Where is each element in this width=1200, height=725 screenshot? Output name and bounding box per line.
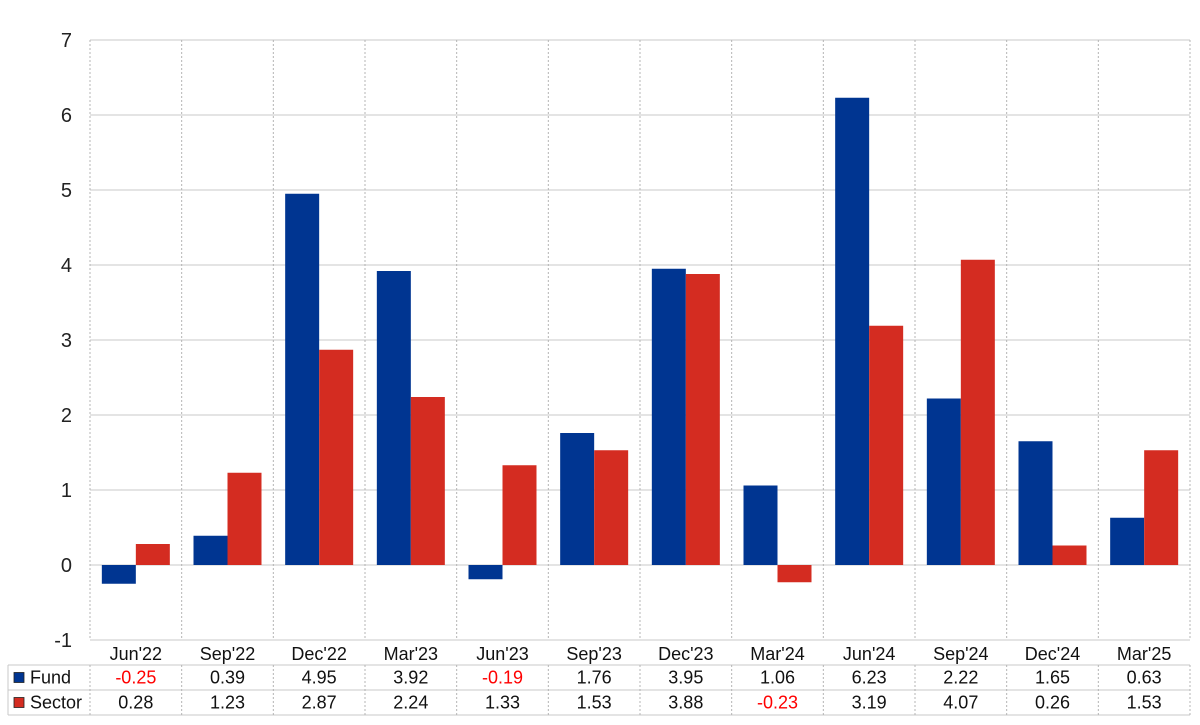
data-label-fund: 1.06 (760, 668, 795, 688)
x-tick-label: Mar'25 (1117, 644, 1171, 664)
y-tick-label: -1 (54, 630, 72, 652)
data-label-sector: 4.07 (943, 693, 978, 713)
x-tick-label: Mar'23 (384, 644, 438, 664)
bar-fund (926, 398, 961, 565)
data-label-fund: 1.76 (577, 668, 612, 688)
bar-fund (651, 268, 686, 565)
bar-fund (1018, 441, 1053, 565)
bar-sector (319, 349, 354, 565)
y-tick-label: 4 (61, 255, 72, 277)
bar-sector (685, 274, 720, 565)
data-label-sector: 1.53 (577, 693, 612, 713)
bar-sector (869, 325, 904, 565)
bar-fund (376, 271, 411, 565)
bar-fund (743, 485, 778, 565)
data-label-fund: -0.25 (115, 668, 156, 688)
bar-sector (135, 544, 170, 565)
data-label-fund: 6.23 (852, 668, 887, 688)
y-tick-label: 6 (61, 105, 72, 127)
data-label-fund: 3.95 (668, 668, 703, 688)
legend-label-sector: Sector (30, 693, 82, 713)
x-tick-label: Dec'22 (291, 644, 346, 664)
x-tick-label: Jun'22 (110, 644, 162, 664)
bar-fund (285, 193, 320, 565)
y-tick-label: 2 (61, 405, 72, 427)
x-tick-label: Sep'23 (566, 644, 622, 664)
bar-sector (410, 397, 445, 565)
bar-sector (502, 465, 537, 565)
data-label-fund: -0.19 (482, 668, 523, 688)
bar-sector (227, 472, 262, 565)
x-tick-label: Jun'23 (476, 644, 528, 664)
bar-fund (835, 97, 870, 565)
data-label-fund: 0.39 (210, 668, 245, 688)
x-tick-label: Jun'24 (843, 644, 895, 664)
legend-swatch-fund (13, 672, 25, 683)
bar-sector (1052, 545, 1087, 565)
bar-sector (960, 259, 995, 565)
data-label-sector: 3.88 (668, 693, 703, 713)
bar-fund (1110, 517, 1145, 565)
data-label-fund: 4.95 (302, 668, 337, 688)
data-label-sector: 2.24 (393, 693, 428, 713)
data-label-sector: 0.28 (118, 693, 153, 713)
x-tick-label: Sep'24 (933, 644, 989, 664)
data-label-fund: 1.65 (1035, 668, 1070, 688)
data-label-sector: 2.87 (302, 693, 337, 713)
bar-sector (777, 565, 812, 583)
data-label-sector: 1.53 (1127, 693, 1162, 713)
y-tick-label: 3 (61, 330, 72, 352)
bar-sector (1144, 450, 1179, 565)
x-tick-label: Dec'24 (1025, 644, 1080, 664)
legend-swatch-sector (13, 697, 25, 708)
y-tick-label: 0 (61, 555, 72, 577)
bar-fund (101, 565, 136, 584)
data-label-fund: 0.63 (1127, 668, 1162, 688)
y-tick-label: 1 (61, 480, 72, 502)
y-tick-label: 5 (61, 180, 72, 202)
data-label-sector: 3.19 (852, 693, 887, 713)
data-label-sector: -0.23 (757, 693, 798, 713)
data-label-fund: 3.92 (393, 668, 428, 688)
bar-sector (594, 450, 629, 565)
bar-fund (560, 433, 595, 565)
x-tick-label: Sep'22 (200, 644, 256, 664)
data-label-sector: 1.23 (210, 693, 245, 713)
bar-fund (193, 535, 228, 565)
data-label-fund: 2.22 (943, 668, 978, 688)
data-label-sector: 1.33 (485, 693, 520, 713)
x-tick-label: Mar'24 (750, 644, 804, 664)
bar-fund (468, 565, 503, 580)
legend-label-fund: Fund (30, 668, 71, 688)
data-label-sector: 0.26 (1035, 693, 1070, 713)
x-tick-label: Dec'23 (658, 644, 713, 664)
y-tick-label: 7 (61, 30, 72, 52)
